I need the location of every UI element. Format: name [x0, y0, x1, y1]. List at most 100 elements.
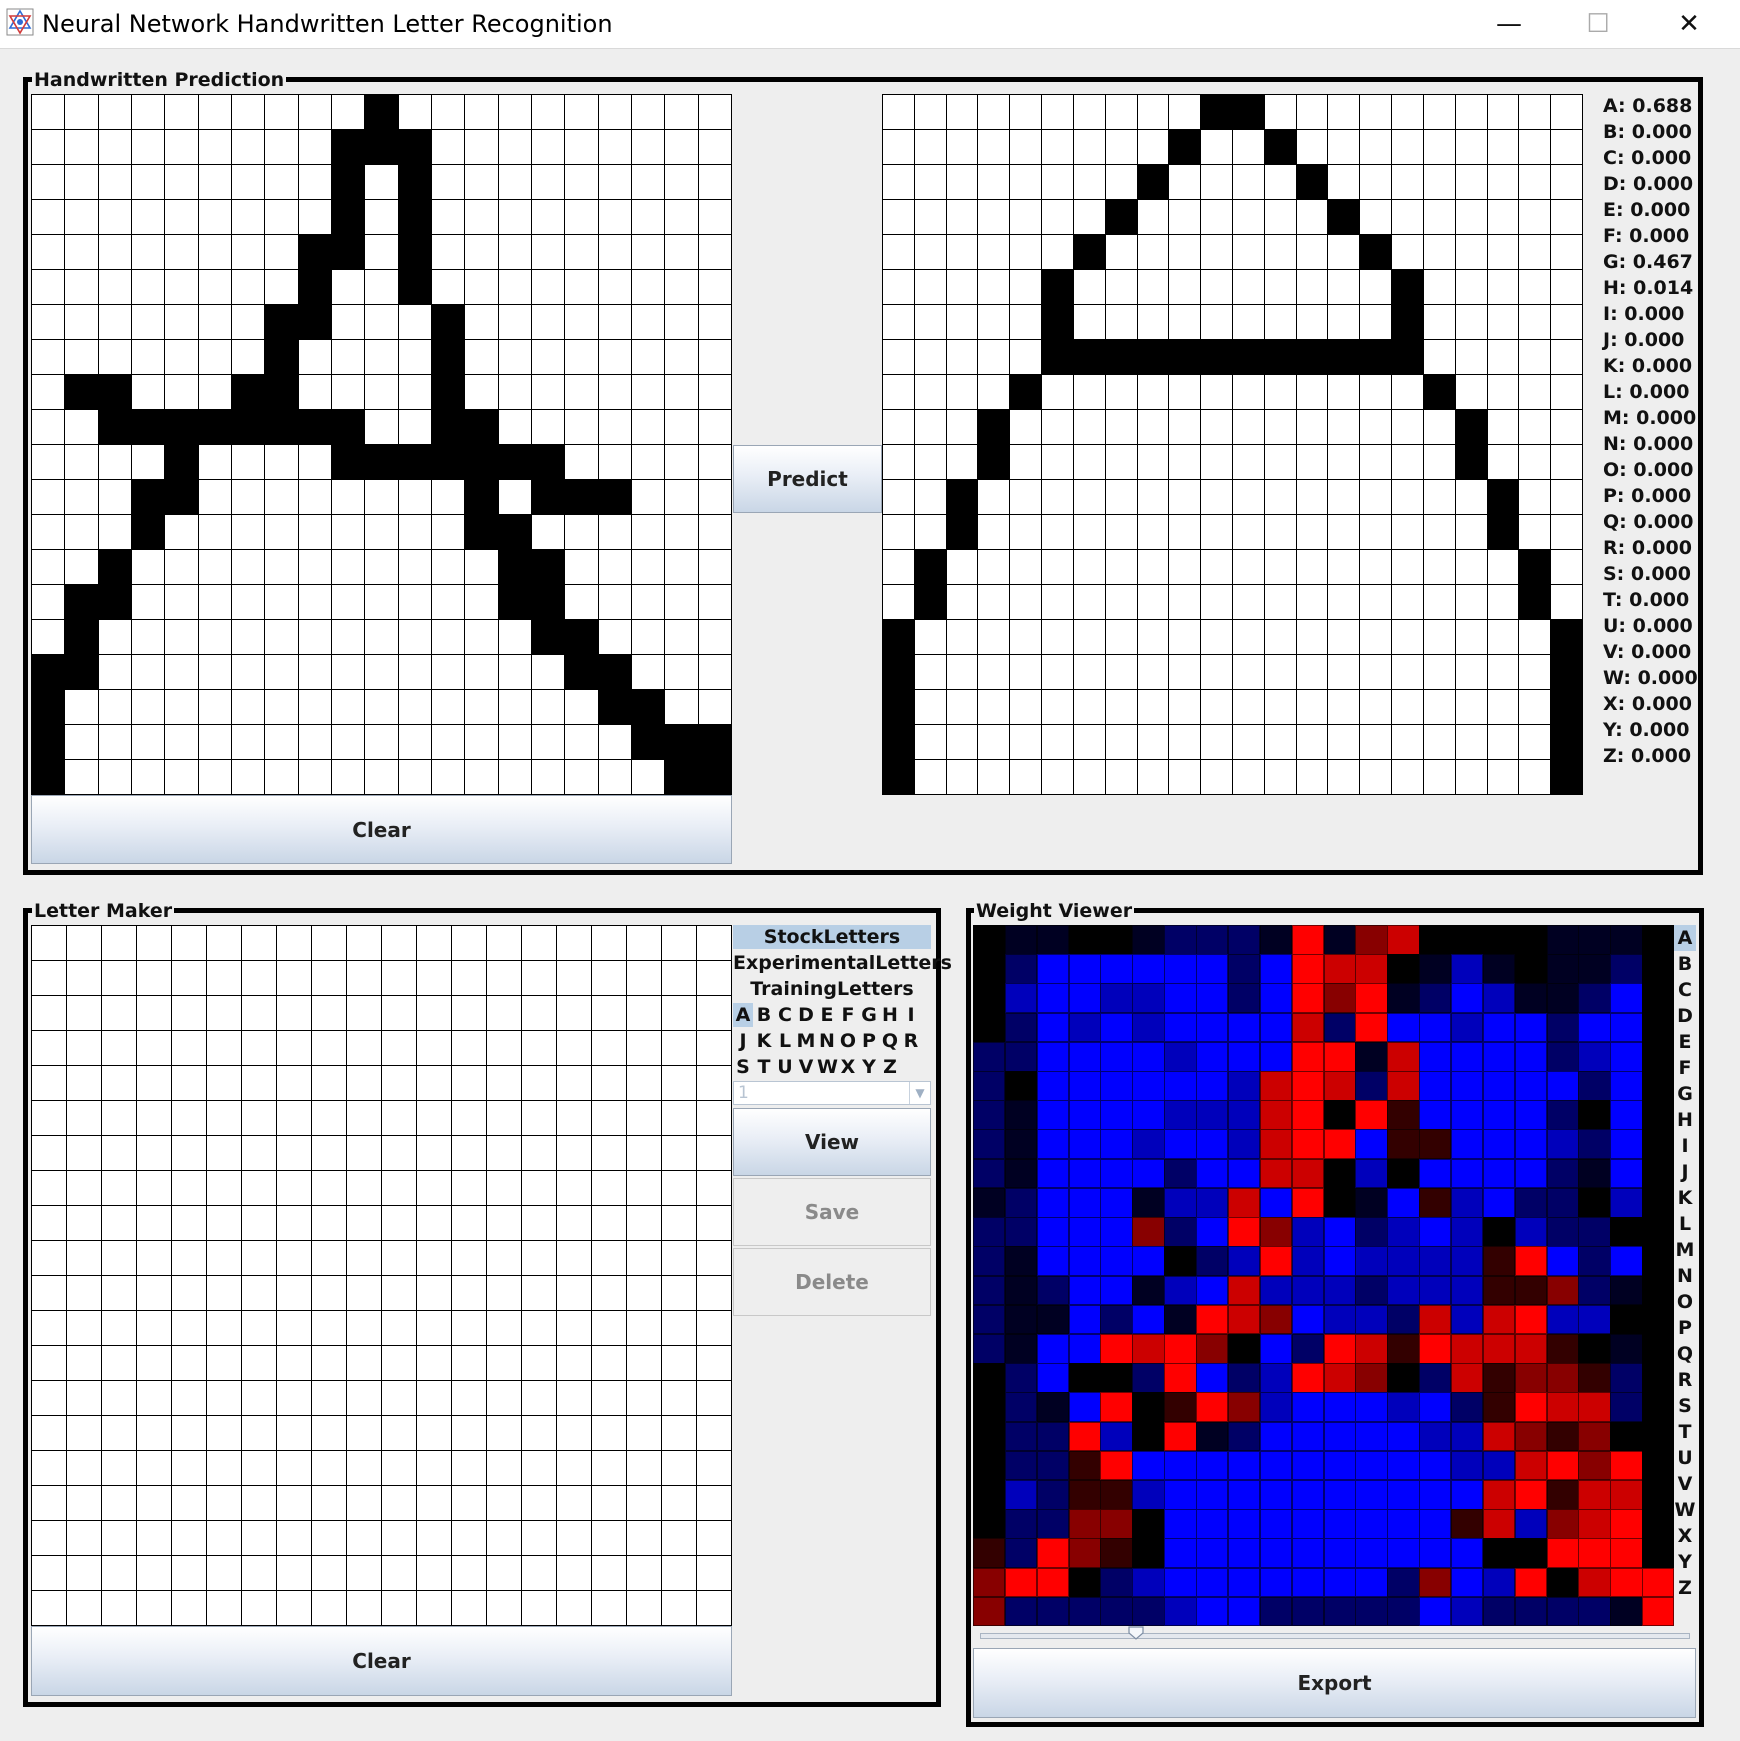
maker-cell[interactable]	[592, 926, 627, 961]
drawing-cell[interactable]	[465, 725, 499, 760]
drawing-cell[interactable]	[32, 620, 66, 655]
drawing-cell[interactable]	[398, 165, 432, 200]
maker-cell[interactable]	[592, 996, 627, 1031]
drawing-cell[interactable]	[65, 725, 99, 760]
maker-cell[interactable]	[522, 1276, 557, 1311]
maker-cell[interactable]	[522, 1451, 557, 1486]
maker-cell[interactable]	[452, 1416, 487, 1451]
maker-cell[interactable]	[312, 1416, 347, 1451]
export-button[interactable]: Export	[973, 1648, 1696, 1718]
drawing-cell[interactable]	[165, 655, 199, 690]
maker-cell[interactable]	[347, 1381, 382, 1416]
weight-letter-option[interactable]: W	[1674, 1499, 1696, 1521]
drawing-cell[interactable]	[565, 95, 599, 130]
maker-cell[interactable]	[662, 1171, 697, 1206]
drawing-cell[interactable]	[498, 515, 532, 550]
maker-cell[interactable]	[102, 1101, 137, 1136]
drawing-cell[interactable]	[565, 410, 599, 445]
drawing-cell[interactable]	[198, 165, 232, 200]
maker-cell[interactable]	[592, 1136, 627, 1171]
drawing-cell[interactable]	[98, 760, 132, 795]
maker-cell[interactable]	[32, 1206, 67, 1241]
drawing-cell[interactable]	[32, 95, 66, 130]
drawing-cell[interactable]	[132, 410, 166, 445]
drawing-cell[interactable]	[665, 725, 699, 760]
maker-cell[interactable]	[382, 1136, 417, 1171]
maker-cell[interactable]	[102, 1206, 137, 1241]
drawing-cell[interactable]	[398, 375, 432, 410]
drawing-cell[interactable]	[565, 340, 599, 375]
drawing-cell[interactable]	[298, 235, 332, 270]
sample-number-select[interactable]: 1 ▼	[733, 1081, 931, 1105]
maker-cell[interactable]	[662, 1381, 697, 1416]
maker-cell[interactable]	[417, 1066, 452, 1101]
drawing-cell[interactable]	[32, 480, 66, 515]
drawing-cell[interactable]	[265, 655, 299, 690]
drawing-cell[interactable]	[398, 95, 432, 130]
maker-cell[interactable]	[347, 961, 382, 996]
drawing-cell[interactable]	[298, 340, 332, 375]
maker-cell[interactable]	[242, 1591, 277, 1626]
maker-cell[interactable]	[662, 1031, 697, 1066]
drawing-cell[interactable]	[398, 725, 432, 760]
drawing-cell[interactable]	[265, 410, 299, 445]
drawing-cell[interactable]	[398, 515, 432, 550]
drawing-cell[interactable]	[265, 550, 299, 585]
maker-cell[interactable]	[67, 1206, 102, 1241]
letter-option[interactable]: X	[840, 1056, 856, 1078]
chevron-down-icon[interactable]: ▼	[909, 1082, 930, 1104]
drawing-cell[interactable]	[298, 200, 332, 235]
maker-cell[interactable]	[487, 1346, 522, 1381]
drawing-cell[interactable]	[132, 200, 166, 235]
drawing-cell[interactable]	[632, 585, 666, 620]
drawing-cell[interactable]	[565, 725, 599, 760]
maker-cell[interactable]	[312, 1206, 347, 1241]
drawing-cell[interactable]	[465, 340, 499, 375]
maker-cell[interactable]	[207, 1241, 242, 1276]
weight-letter-option[interactable]: M	[1675, 1239, 1695, 1261]
drawing-cell[interactable]	[432, 690, 466, 725]
drawing-cell[interactable]	[32, 235, 66, 270]
maker-cell[interactable]	[592, 1381, 627, 1416]
maker-cell[interactable]	[347, 1416, 382, 1451]
maker-cell[interactable]	[172, 1451, 207, 1486]
drawing-cell[interactable]	[365, 760, 399, 795]
drawing-cell[interactable]	[98, 480, 132, 515]
drawing-cell[interactable]	[365, 270, 399, 305]
drawing-cell[interactable]	[65, 270, 99, 305]
maker-cell[interactable]	[242, 1031, 277, 1066]
drawing-cell[interactable]	[698, 655, 732, 690]
drawing-cell[interactable]	[432, 375, 466, 410]
maker-cell[interactable]	[382, 1451, 417, 1486]
maker-cell[interactable]	[382, 1066, 417, 1101]
drawing-cell[interactable]	[665, 620, 699, 655]
maker-cell[interactable]	[662, 996, 697, 1031]
drawing-cell[interactable]	[698, 690, 732, 725]
drawing-cell[interactable]	[32, 375, 66, 410]
maker-cell[interactable]	[207, 1276, 242, 1311]
maker-cell[interactable]	[592, 1031, 627, 1066]
drawing-cell[interactable]	[598, 550, 632, 585]
maker-cell[interactable]	[312, 1521, 347, 1556]
maker-cell[interactable]	[487, 1521, 522, 1556]
maker-cell[interactable]	[697, 1206, 732, 1241]
drawing-cell[interactable]	[532, 305, 566, 340]
drawing-cell[interactable]	[298, 620, 332, 655]
drawing-cell[interactable]	[632, 410, 666, 445]
maker-cell[interactable]	[382, 1346, 417, 1381]
drawing-cell[interactable]	[365, 340, 399, 375]
maker-cell[interactable]	[67, 1451, 102, 1486]
drawing-cell[interactable]	[198, 270, 232, 305]
maker-cell[interactable]	[347, 1521, 382, 1556]
drawing-cell[interactable]	[398, 690, 432, 725]
drawing-cell[interactable]	[132, 760, 166, 795]
weight-letter-option[interactable]: I	[1681, 1135, 1689, 1157]
drawing-cell[interactable]	[165, 305, 199, 340]
drawing-cell[interactable]	[632, 690, 666, 725]
maker-cell[interactable]	[102, 926, 137, 961]
weight-letter-option[interactable]: H	[1677, 1109, 1693, 1131]
drawing-cell[interactable]	[665, 585, 699, 620]
maker-cell[interactable]	[242, 1066, 277, 1101]
maker-cell[interactable]	[347, 926, 382, 961]
maker-cell[interactable]	[67, 961, 102, 996]
